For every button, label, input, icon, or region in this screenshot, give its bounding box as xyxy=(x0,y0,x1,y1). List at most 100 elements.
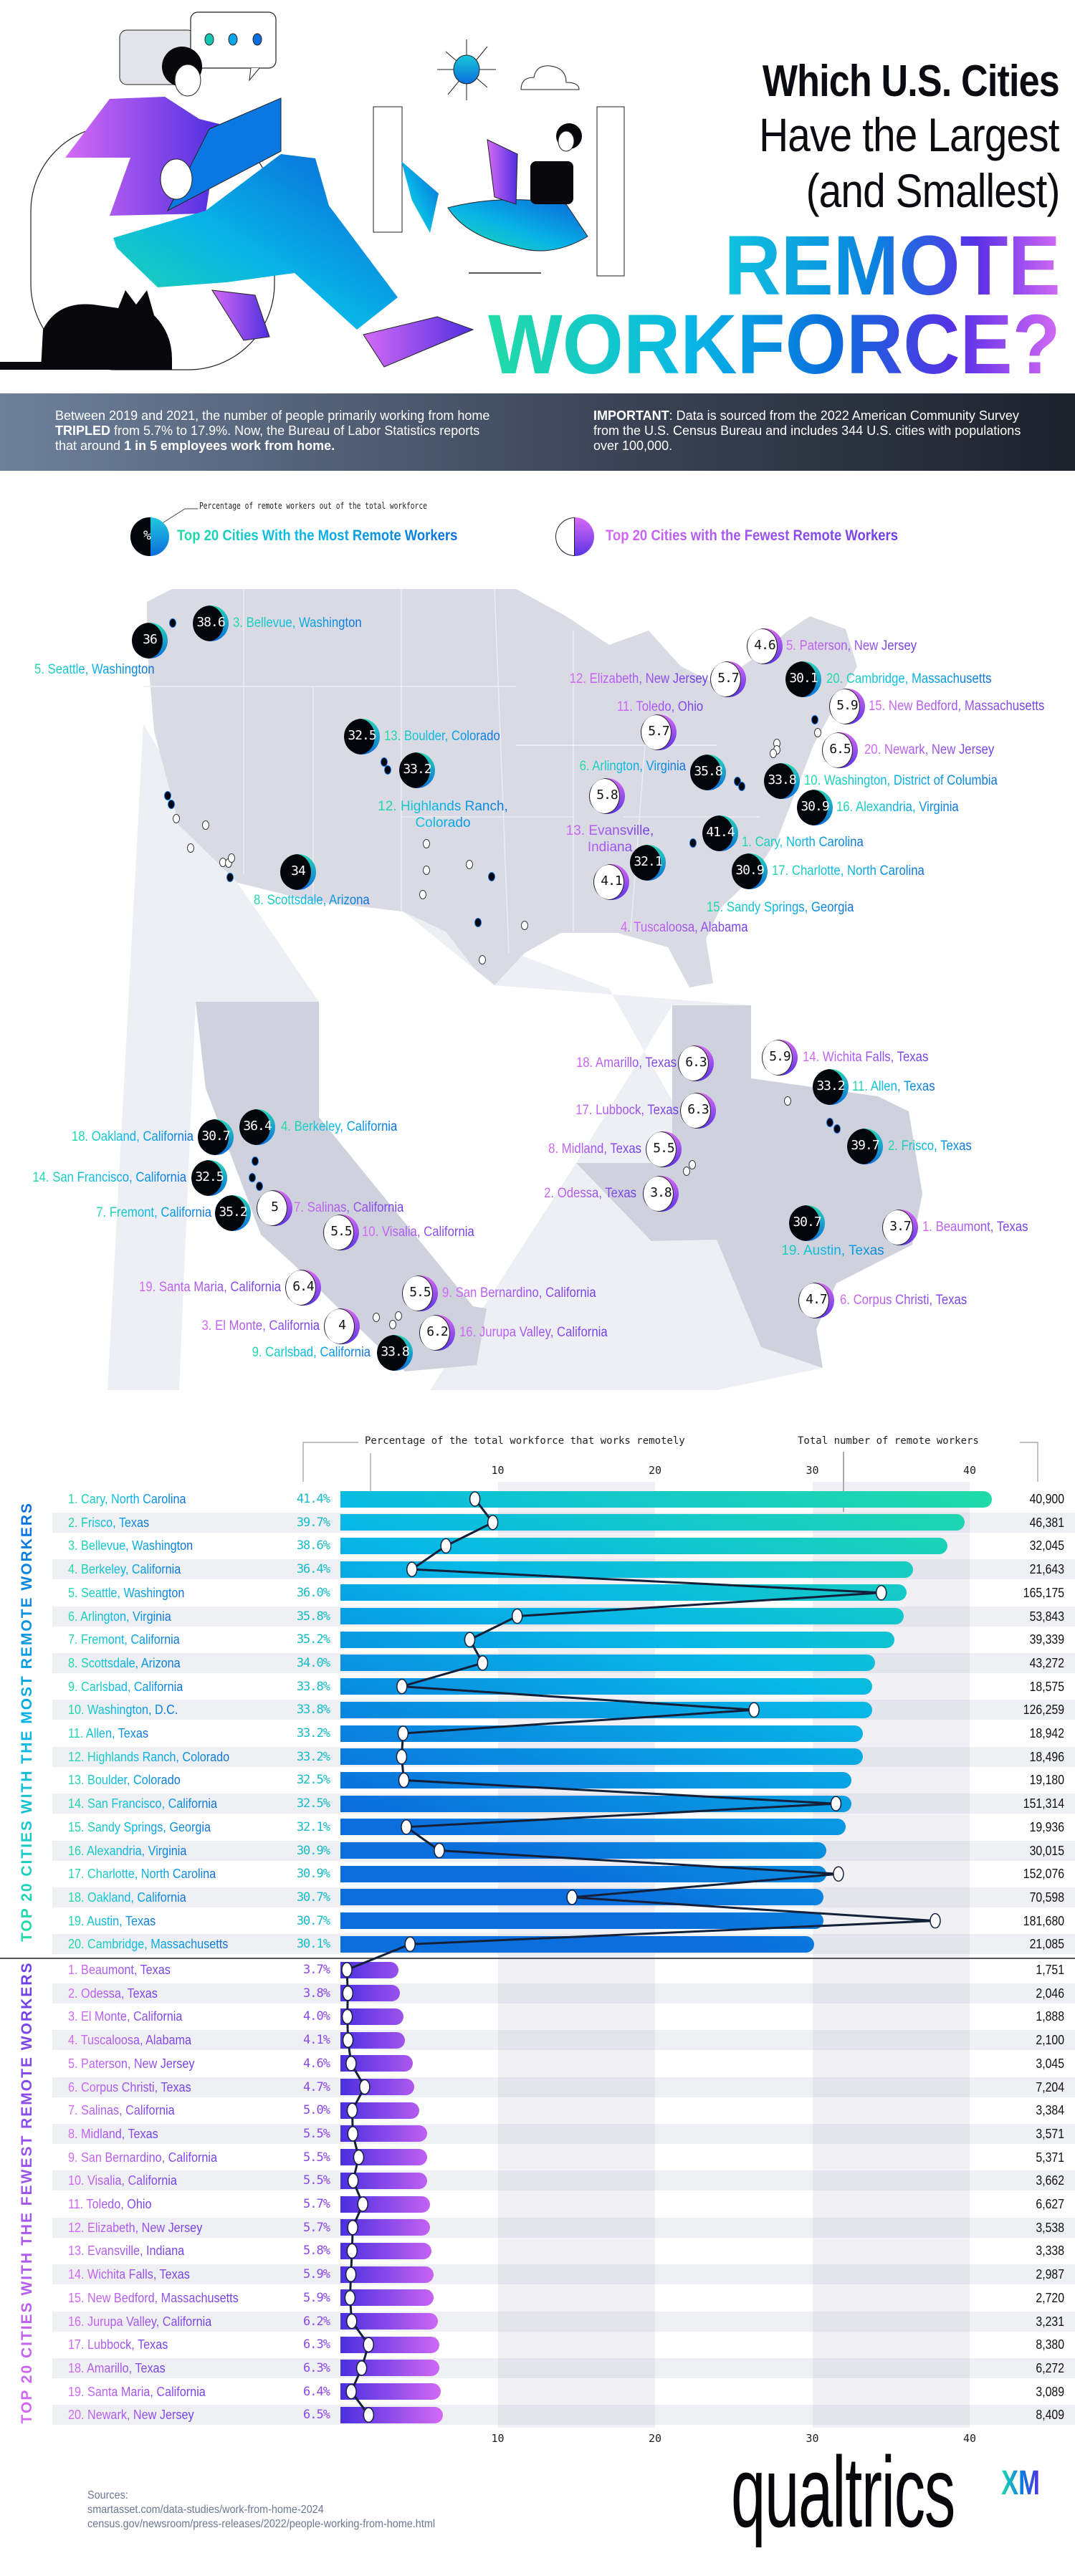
marker-value: 5.9 xyxy=(836,698,859,713)
city-location-dot xyxy=(826,1118,833,1127)
legend-pointer-line xyxy=(153,508,198,530)
table-worker-count: 181,680 xyxy=(1023,1913,1064,1928)
marker-value: 32.5 xyxy=(195,1169,224,1184)
pct-bar xyxy=(340,2125,427,2142)
marker-value: 35.2 xyxy=(219,1205,247,1220)
city-location-dot xyxy=(384,765,391,775)
marker-value: 4.1 xyxy=(601,873,623,889)
table-worker-count: 152,076 xyxy=(1023,1867,1064,1882)
pct-bar xyxy=(340,1725,863,1742)
table-worker-count: 2,100 xyxy=(1036,2033,1064,2048)
table-city-label: 5. Seattle, Washington xyxy=(68,1585,185,1600)
table-worker-count: 2,720 xyxy=(1036,2290,1064,2305)
map-marker-most: 35.2 xyxy=(215,1195,251,1231)
map-city-label: 9. San Bernardino, California xyxy=(442,1285,596,1301)
marker-value: 35.8 xyxy=(694,764,722,779)
table-worker-count: 3,384 xyxy=(1036,2103,1064,2118)
city-location-dot xyxy=(202,820,209,830)
map-marker-few: 5.7 xyxy=(641,714,677,750)
map-city-label: 7. Fremont, California xyxy=(96,1205,211,1220)
city-location-dot xyxy=(683,1167,690,1176)
map-city-label: 3. Bellevue, Washington xyxy=(233,616,362,631)
important-text: : Data is sourced from the 2022 American… xyxy=(593,408,1021,453)
axis-tick-label: 10 xyxy=(491,2432,505,2445)
map-markers-layer: 38.6 3. Bellevue, Washington 36 5. Seattle,… xyxy=(32,605,1044,1371)
pct-bar xyxy=(340,1912,823,1930)
table-worker-count: 46,381 xyxy=(1029,1515,1064,1530)
map-marker-few: 6.4 xyxy=(285,1270,321,1306)
table-pct-label: 6.5% xyxy=(303,2408,330,2423)
qualtrics-logo: qualtrics xyxy=(731,2436,955,2548)
marker-value: 5.7 xyxy=(717,671,740,686)
source-link-2[interactable]: census.gov/newsroom/press-releases/2022/… xyxy=(87,2518,436,2530)
map-city-label: 18. Amarillo, Texas xyxy=(575,1055,677,1071)
table-worker-count: 19,180 xyxy=(1029,1773,1064,1788)
legend-most-label: Top 20 Cities With the Most Remote Worke… xyxy=(177,527,458,544)
table-city-label: 3. Bellevue, Washington xyxy=(68,1538,194,1553)
map-marker-most: 32.5 xyxy=(344,719,380,755)
pct-bar xyxy=(340,2336,440,2353)
pct-bar xyxy=(340,1678,872,1695)
map-city-label: 1. Cary, North Carolina xyxy=(742,835,864,850)
table-worker-count: 165,175 xyxy=(1023,1585,1064,1600)
pct-bar xyxy=(340,1514,965,1531)
city-location-dot xyxy=(811,715,818,724)
map-marker-most: 30.9 xyxy=(797,790,833,825)
table-pct-label: 5.8% xyxy=(303,2244,330,2259)
table-city-label: 18. Amarillo, Texas xyxy=(68,2360,166,2375)
pct-bar xyxy=(340,1608,904,1624)
city-location-dot xyxy=(395,1311,402,1321)
marker-value: 30.9 xyxy=(735,863,764,878)
city-location-dot xyxy=(689,838,697,848)
table-pct-label: 5.9% xyxy=(303,2290,330,2305)
pct-bar xyxy=(340,2266,434,2283)
table-worker-count: 21,643 xyxy=(1029,1562,1064,1577)
table-pct-label: 5.9% xyxy=(303,2267,330,2282)
table-city-label: 5. Paterson, New Jersey xyxy=(68,2056,195,2071)
city-location-dot xyxy=(169,618,176,628)
city-location-dot xyxy=(373,1313,380,1322)
marker-value: 36.4 xyxy=(243,1119,272,1134)
intro-text: Between 2019 and 2021, the number of peo… xyxy=(55,408,550,454)
city-location-dot xyxy=(168,800,175,809)
pct-bar xyxy=(340,2102,419,2119)
table-pct-label: 41.4% xyxy=(296,1492,330,1506)
city-location-dot xyxy=(419,890,426,899)
map-marker-most: 30.7 xyxy=(198,1119,234,1155)
axis-tick-label: 40 xyxy=(962,1464,977,1477)
map-marker-few: 5.9 xyxy=(829,689,865,724)
table-pct-label: 30.9% xyxy=(296,1867,330,1882)
intro-text-3: that around xyxy=(55,439,125,453)
map-marker-most: 39.7 xyxy=(847,1129,883,1164)
marker-value: 4.6 xyxy=(754,638,776,653)
map-marker-most: 33.2 xyxy=(813,1069,849,1105)
pct-bar xyxy=(340,2055,413,2072)
marker-value: 4 xyxy=(338,1318,346,1333)
table-worker-count: 18,942 xyxy=(1029,1726,1064,1741)
table-city-label: 13. Evansville, Indiana xyxy=(68,2244,185,2259)
table-pct-label: 30.1% xyxy=(296,1937,330,1952)
marker-value: 41.4 xyxy=(706,825,735,840)
table-city-label: 4. Berkeley, California xyxy=(68,1562,181,1577)
table-pct-label: 32.5% xyxy=(296,1773,330,1788)
table-worker-count: 2,046 xyxy=(1036,1986,1064,2001)
important-note: IMPORTANT: Data is sourced from the 2022… xyxy=(593,408,1023,454)
city-location-dot xyxy=(228,853,235,863)
table-city-label: 6. Arlington, Virginia xyxy=(68,1609,171,1624)
marker-value: 3.7 xyxy=(889,1219,912,1234)
marker-value: 32.5 xyxy=(348,728,376,743)
table-worker-count: 40,900 xyxy=(1029,1492,1064,1506)
table-worker-count: 3,045 xyxy=(1036,2056,1064,2071)
table-city-label: 20. Newark, New Jersey xyxy=(68,2408,194,2423)
sources-heading: Sources: xyxy=(87,2489,128,2501)
table-worker-count: 70,598 xyxy=(1029,1890,1064,1905)
table-city-label: 6. Corpus Christi, Texas xyxy=(68,2079,191,2094)
axis-tick-label: 10 xyxy=(491,1464,505,1477)
table-worker-count: 3,662 xyxy=(1036,2173,1064,2188)
city-location-dot xyxy=(784,1096,791,1106)
marker-value: 30.9 xyxy=(801,799,829,814)
marker-value: 6.2 xyxy=(426,1324,449,1339)
source-link-1[interactable]: smartasset.com/data-studies/work-from-ho… xyxy=(87,2504,324,2516)
important-label: IMPORTANT xyxy=(593,408,669,423)
table-city-label: 11. Allen, Texas xyxy=(68,1726,148,1741)
